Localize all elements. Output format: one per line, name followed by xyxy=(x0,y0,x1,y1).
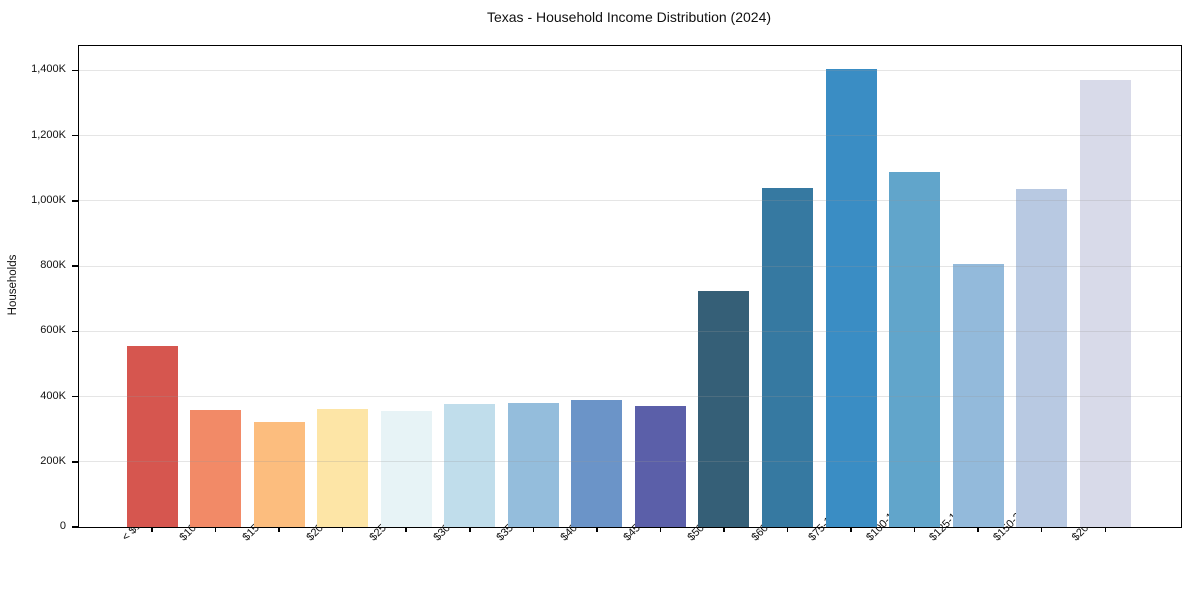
x-tick-mark xyxy=(1040,527,1043,532)
y-tick-label: 1,000K xyxy=(31,193,66,206)
y-tick-label: 800K xyxy=(40,259,66,272)
x-tick-mark xyxy=(723,527,725,532)
gridline xyxy=(79,461,1181,463)
x-tick-mark xyxy=(532,527,535,532)
y-tick-mark xyxy=(71,134,78,137)
y-tick-mark xyxy=(71,395,78,398)
x-tick-mark xyxy=(786,527,789,532)
bar xyxy=(1079,80,1131,527)
bar xyxy=(571,400,623,527)
bar xyxy=(889,172,941,527)
bar xyxy=(952,264,1004,527)
y-tick-label: 400K xyxy=(40,389,66,402)
gridline xyxy=(79,69,1181,71)
bar xyxy=(1016,188,1068,527)
y-tick-mark xyxy=(71,330,78,333)
gridline xyxy=(79,200,1181,202)
y-tick-mark xyxy=(71,526,78,528)
y-tick-mark xyxy=(71,200,78,202)
gridline xyxy=(79,265,1181,267)
bar xyxy=(507,403,559,527)
bar xyxy=(698,290,750,527)
bar xyxy=(253,421,305,527)
x-tick-mark xyxy=(341,527,344,532)
x-tick-mark xyxy=(151,527,153,532)
bar xyxy=(825,69,877,527)
y-tick-label: 200K xyxy=(40,454,66,467)
y-tick-label: 0 xyxy=(59,520,66,532)
bar xyxy=(762,187,813,527)
y-tick-label: 600K xyxy=(40,324,66,337)
x-tick-mark xyxy=(469,527,471,532)
gridline xyxy=(79,396,1181,398)
y-tick-mark xyxy=(71,69,78,72)
bar xyxy=(380,410,432,527)
x-tick-mark xyxy=(977,527,979,532)
bar xyxy=(444,404,496,527)
x-tick-mark xyxy=(1104,527,1106,532)
gridline xyxy=(79,330,1181,332)
y-tick-label: 1,400K xyxy=(31,63,66,76)
x-tick-mark xyxy=(278,527,280,532)
y-tick-label: 1,200K xyxy=(31,128,66,141)
x-tick-mark xyxy=(659,527,662,532)
bar xyxy=(634,406,686,527)
y-tick-mark xyxy=(71,265,78,267)
x-tick-mark xyxy=(596,527,598,532)
y-tick-mark xyxy=(71,461,78,463)
bar xyxy=(317,408,369,527)
chart-title: Texas - Household Income Distribution (2… xyxy=(486,9,772,25)
bar xyxy=(126,346,178,527)
plot-area xyxy=(71,45,1182,532)
gridline xyxy=(79,135,1181,137)
x-tick-mark xyxy=(214,527,217,532)
x-tick-mark xyxy=(405,527,407,532)
bar xyxy=(190,409,242,527)
x-tick-mark xyxy=(913,527,916,532)
x-tick-mark xyxy=(850,527,852,532)
